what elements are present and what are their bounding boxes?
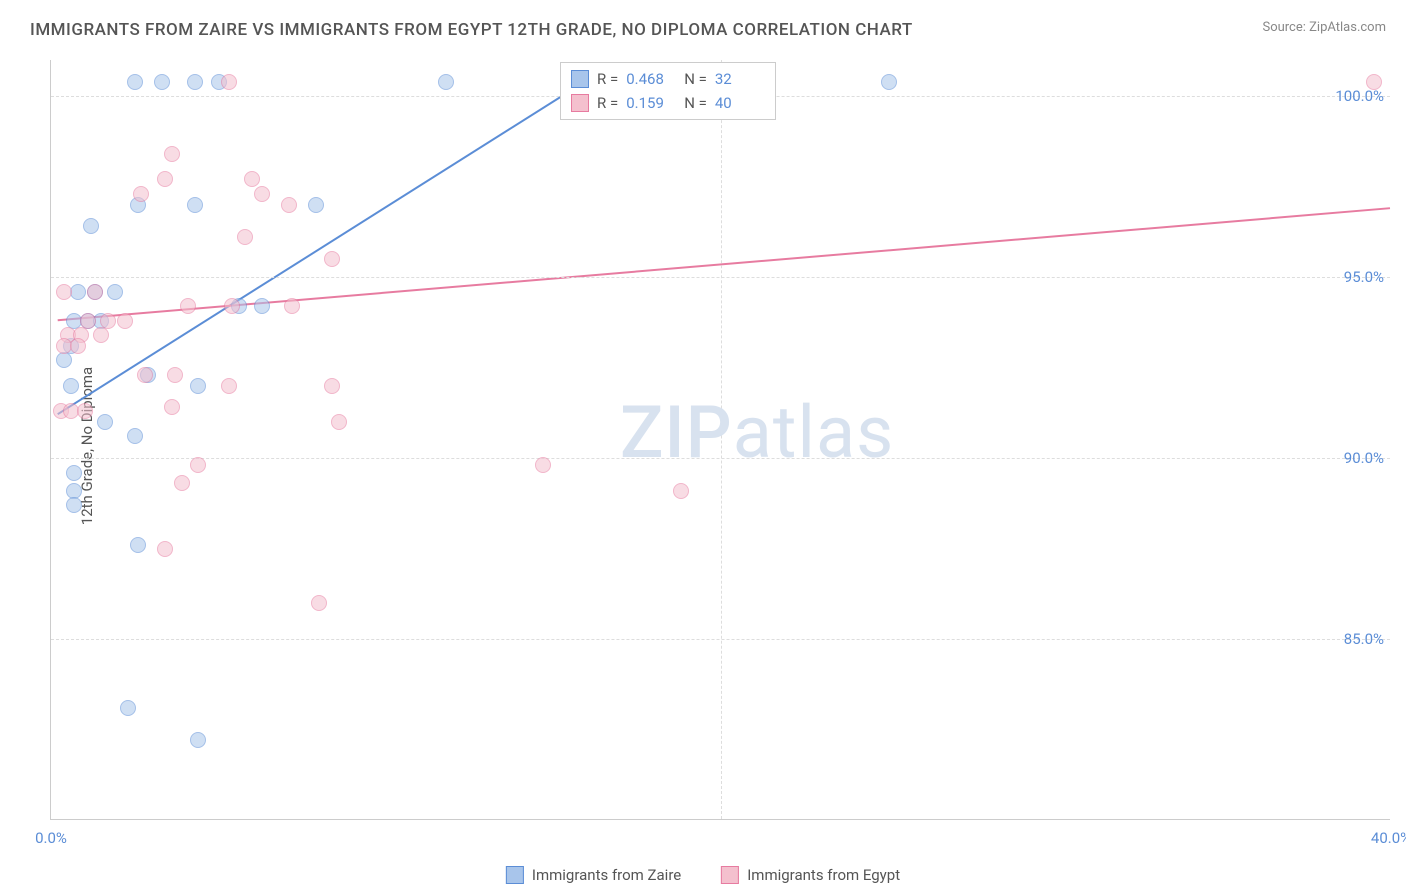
- scatter-point: [93, 327, 109, 343]
- trend-line: [58, 64, 614, 415]
- scatter-point: [137, 367, 153, 383]
- scatter-point: [97, 414, 113, 430]
- stats-box: R = 0.468 N = 32 R = 0.159 N = 40: [560, 62, 776, 120]
- chart-title: IMMIGRANTS FROM ZAIRE VS IMMIGRANTS FROM…: [30, 20, 913, 40]
- scatter-point: [66, 497, 82, 513]
- y-tick-label: 85.0%: [1344, 630, 1384, 648]
- scatter-point: [438, 74, 454, 90]
- stats-row: R = 0.468 N = 32: [571, 67, 765, 91]
- x-tick-label: 40.0%: [1371, 829, 1406, 847]
- y-tick-label: 90.0%: [1344, 449, 1384, 467]
- scatter-point: [127, 74, 143, 90]
- stats-n-value: 40: [715, 91, 765, 115]
- scatter-point: [157, 541, 173, 557]
- scatter-point: [120, 700, 136, 716]
- scatter-point: [174, 475, 190, 491]
- stats-n-value: 32: [715, 67, 765, 91]
- scatter-point: [107, 284, 123, 300]
- scatter-point: [63, 378, 79, 394]
- stats-n-label: N =: [684, 67, 707, 91]
- legend-label: Immigrants from Egypt: [747, 866, 900, 884]
- legend-item: Immigrants from Egypt: [721, 866, 900, 884]
- scatter-point: [187, 197, 203, 213]
- y-tick-label: 95.0%: [1344, 268, 1384, 286]
- stats-row: R = 0.159 N = 40: [571, 91, 765, 115]
- scatter-point: [127, 428, 143, 444]
- y-tick-label: 100.0%: [1335, 87, 1384, 105]
- scatter-point: [87, 284, 103, 300]
- scatter-point: [117, 313, 133, 329]
- scatter-point: [1366, 74, 1382, 90]
- swatch-icon: [721, 866, 739, 884]
- stats-r-label: R =: [597, 91, 618, 115]
- scatter-point: [324, 378, 340, 394]
- scatter-point: [284, 298, 300, 314]
- stats-r-value: 0.468: [626, 67, 676, 91]
- scatter-point: [281, 197, 297, 213]
- scatter-point: [224, 298, 240, 314]
- scatter-point: [164, 399, 180, 415]
- scatter-point: [190, 732, 206, 748]
- source-label: Source: ZipAtlas.com: [1262, 20, 1386, 35]
- scatter-point: [157, 171, 173, 187]
- swatch-icon: [571, 94, 589, 112]
- stats-n-label: N =: [684, 91, 707, 115]
- scatter-point: [881, 74, 897, 90]
- bottom-legend: Immigrants from Zaire Immigrants from Eg…: [506, 866, 900, 884]
- scatter-point: [133, 186, 149, 202]
- scatter-point: [56, 352, 72, 368]
- scatter-point: [221, 74, 237, 90]
- scatter-point: [254, 186, 270, 202]
- scatter-point: [180, 298, 196, 314]
- legend-item: Immigrants from Zaire: [506, 866, 681, 884]
- scatter-point: [56, 284, 72, 300]
- scatter-point: [164, 146, 180, 162]
- scatter-point: [187, 74, 203, 90]
- scatter-point: [130, 537, 146, 553]
- stats-r-value: 0.159: [626, 91, 676, 115]
- legend-label: Immigrants from Zaire: [532, 866, 681, 884]
- scatter-point: [66, 465, 82, 481]
- x-tick-label: 0.0%: [35, 829, 67, 847]
- scatter-point: [167, 367, 183, 383]
- scatter-point: [331, 414, 347, 430]
- scatter-point: [154, 74, 170, 90]
- scatter-point: [190, 457, 206, 473]
- scatter-point: [673, 483, 689, 499]
- scatter-point: [324, 251, 340, 267]
- swatch-icon: [506, 866, 524, 884]
- scatter-point: [244, 171, 260, 187]
- scatter-point: [254, 298, 270, 314]
- scatter-point: [77, 403, 93, 419]
- stats-r-label: R =: [597, 67, 618, 91]
- scatter-point: [70, 338, 86, 354]
- scatter-point: [190, 378, 206, 394]
- scatter-point: [535, 457, 551, 473]
- scatter-point: [83, 218, 99, 234]
- plot-area: 85.0%90.0%95.0%100.0%0.0%40.0%: [50, 60, 1390, 820]
- scatter-point: [308, 197, 324, 213]
- grid-line-v: [721, 60, 722, 819]
- scatter-point: [221, 378, 237, 394]
- scatter-point: [311, 595, 327, 611]
- swatch-icon: [571, 70, 589, 88]
- scatter-point: [237, 229, 253, 245]
